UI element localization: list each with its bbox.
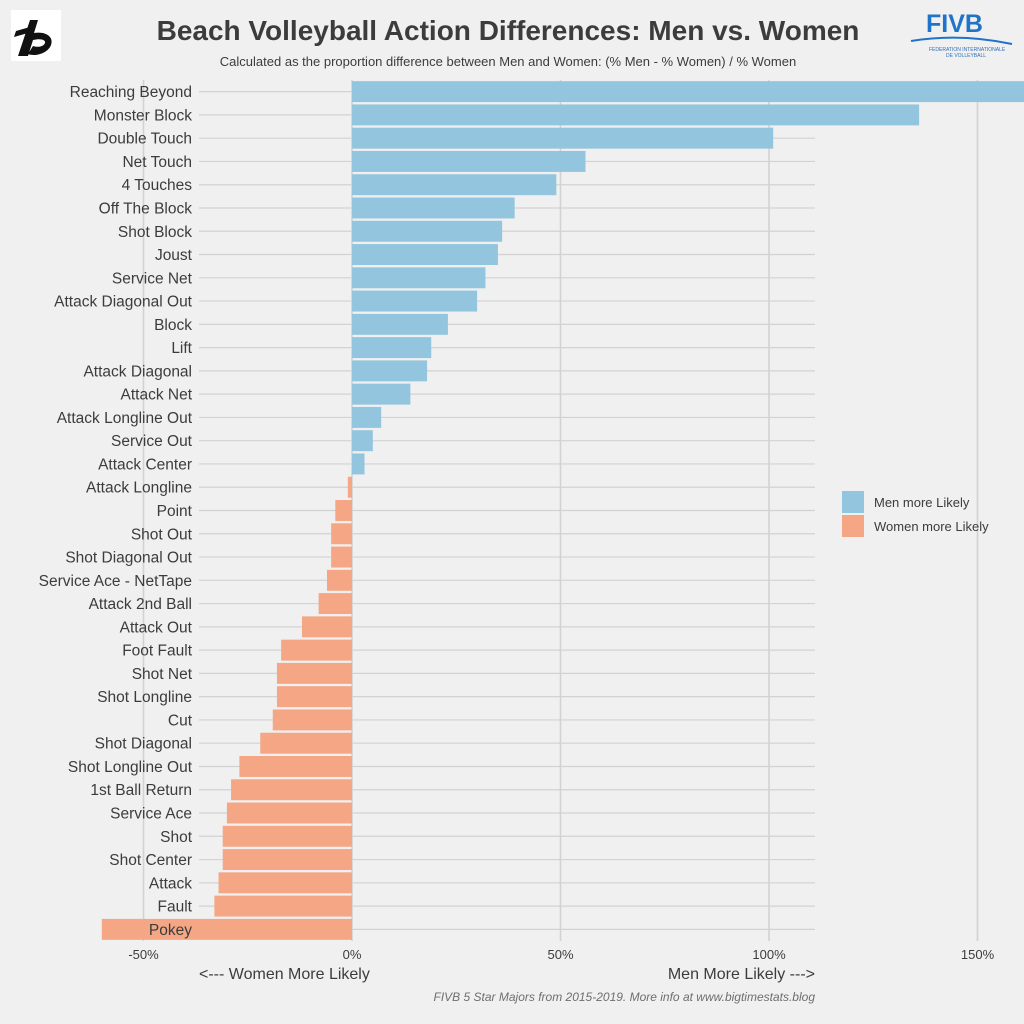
category-label: Foot Fault [122, 643, 192, 660]
category-label: Attack Longline Out [57, 410, 193, 427]
bar-double-touch [352, 127, 774, 149]
category-label: 1st Ball Return [90, 782, 192, 799]
bar-shot-diagonal-out [331, 546, 352, 568]
chart-title: Beach Volleyball Action Differences: Men… [157, 15, 860, 46]
category-label: Shot Longline Out [68, 759, 193, 776]
bar-shot-block [352, 220, 503, 242]
bar-attack-longline [347, 476, 352, 498]
category-label: Cut [168, 712, 193, 729]
category-label: Attack Longline [86, 480, 192, 497]
x-axis-label-men: Men More Likely ---> [668, 966, 815, 983]
category-label: Service Ace [110, 806, 192, 823]
bar-service-ace-nettape [326, 569, 352, 591]
category-label: Service Out [111, 433, 193, 450]
bar-point [335, 500, 352, 521]
bar-attack-out [301, 616, 352, 638]
bar-joust [352, 244, 498, 265]
bar-pokey [101, 918, 352, 940]
bar-attack [218, 872, 352, 894]
category-label: Pokey [149, 922, 192, 939]
category-label: Reaching Beyond [70, 84, 192, 101]
bigtimestats-logo-icon [11, 10, 61, 61]
category-label: Attack Diagonal [83, 363, 192, 380]
category-label: Joust [155, 247, 193, 264]
source-caption: FIVB 5 Star Majors from 2015-2019. More … [434, 990, 816, 1004]
legend-swatch-men [842, 491, 864, 513]
bar-shot-center [222, 849, 352, 871]
bar-block [352, 313, 448, 335]
x-tick-label: 150% [961, 947, 995, 962]
category-label: Shot Center [109, 852, 192, 869]
category-label: Attack Diagonal Out [54, 294, 193, 311]
category-label: Service Net [112, 270, 193, 287]
category-label: Attack 2nd Ball [89, 596, 192, 613]
bar-lift [352, 337, 432, 359]
bar-foot-fault [281, 639, 352, 661]
bar-cut [272, 709, 352, 731]
fivb-logo-subtext-2: DE VOLLEYBALL [946, 53, 986, 59]
bar-shot-longline [276, 686, 352, 708]
category-label: Fault [158, 899, 193, 916]
category-label: Net Touch [122, 154, 192, 171]
category-label: Shot Block [118, 224, 192, 241]
category-label: Attack [149, 875, 192, 892]
x-axis-label-women: <--- Women More Likely [199, 966, 370, 983]
bars [101, 81, 1024, 940]
bar-shot-longline-out [239, 756, 352, 777]
x-tick-label: -50% [128, 947, 159, 962]
category-label: Service Ace - NetTape [39, 573, 192, 590]
bar-attack-net [352, 383, 411, 405]
bar-reaching-beyond [352, 81, 1024, 103]
category-label: Monster Block [94, 107, 192, 124]
bar-1st-ball-return [231, 779, 352, 801]
x-tick-label: 100% [752, 947, 786, 962]
legend-label-men: Men more Likely [874, 495, 970, 510]
fivb-logo-text: FIVB [926, 10, 983, 38]
category-label: Attack Out [120, 619, 193, 636]
x-tick-label: 50% [547, 947, 573, 962]
bar-shot-net [276, 662, 352, 684]
x-tick-labels: -50%0%50%100%150%200% [128, 947, 995, 962]
category-label: Off The Block [99, 200, 193, 217]
bar-net-touch [352, 150, 586, 172]
category-label: Shot Net [132, 666, 193, 683]
legend-label-women: Women more Likely [874, 519, 989, 534]
category-label: Point [157, 503, 193, 520]
category-label: Shot Diagonal [95, 736, 192, 753]
category-label: Block [154, 317, 192, 334]
bar-monster-block [352, 104, 920, 126]
fivb-logo-subtext-1: FEDERATION INTERNATIONALE [929, 47, 1006, 53]
category-label: 4 Touches [122, 177, 193, 194]
category-label: Shot Out [131, 526, 193, 543]
legend-swatch-women [842, 515, 864, 537]
bar-4-touches [352, 174, 557, 196]
category-label: Lift [171, 340, 192, 357]
category-label: Shot Longline [97, 689, 192, 706]
bar-off-the-block [352, 197, 515, 219]
bar-service-net [352, 267, 486, 289]
category-label: Shot [160, 829, 193, 846]
bar-service-out [352, 430, 373, 452]
bar-attack-center [352, 453, 365, 475]
category-label: Attack Net [121, 387, 193, 404]
category-label: Attack Center [98, 456, 192, 473]
x-tick-label: 0% [343, 947, 362, 962]
fivb-logo: FIVB FEDERATION INTERNATIONALE DE VOLLEY… [910, 10, 1013, 59]
category-label: Double Touch [97, 131, 192, 148]
bar-shot-out [331, 523, 352, 545]
category-label: Shot Diagonal Out [65, 550, 192, 567]
bar-service-ace [226, 802, 352, 824]
bar-shot [222, 825, 352, 847]
chart-subtitle: Calculated as the proportion difference … [220, 54, 796, 69]
category-labels: Reaching Beyond Monster Block Double Touch… [39, 84, 193, 939]
bar-attack-longline-out [352, 406, 382, 428]
bar-shot-diagonal [260, 732, 352, 754]
bar-attack-diagonal-out [352, 290, 478, 312]
bar-attack-2nd-ball [318, 593, 352, 615]
bar-fault [214, 895, 352, 917]
bar-attack-diagonal [352, 360, 428, 382]
legend: Men more Likely Women more Likely [842, 491, 989, 537]
